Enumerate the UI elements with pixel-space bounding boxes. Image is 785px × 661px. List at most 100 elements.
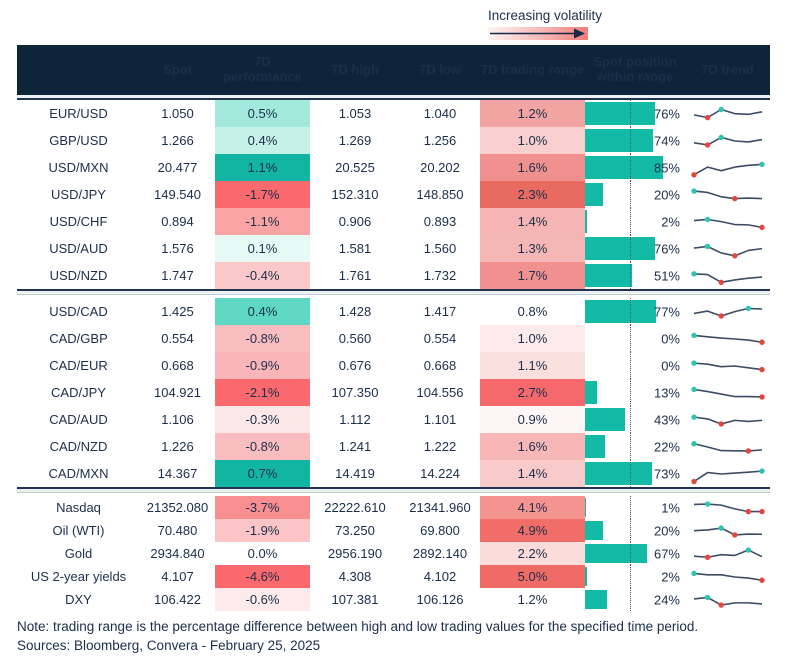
data-table: Spot 7D performance 7D high 7D low 7D tr… <box>17 45 770 611</box>
position-cell: 0% <box>585 325 685 352</box>
instrument-label: USD/AUD <box>49 241 108 256</box>
header-spot-position: Spot position within range <box>593 54 677 84</box>
performance-cell: 0.4% <box>215 127 310 154</box>
trading-range-cell: 5.0% <box>480 565 585 588</box>
position-cell: 67% <box>585 542 685 565</box>
spot-value: 0.894 <box>161 214 194 229</box>
high-value: 20.525 <box>335 160 375 175</box>
table-row: CAD/JPY 104.921 -2.1% 107.350 104.556 2.… <box>17 379 770 406</box>
instrument-label: Nasdaq <box>56 500 101 515</box>
spot-value: 1.266 <box>161 133 194 148</box>
performance-cell: -0.9% <box>215 352 310 379</box>
instrument-label: GBP/USD <box>49 133 108 148</box>
trading-range-cell: 1.4% <box>480 460 585 487</box>
position-label: 85% <box>653 160 680 175</box>
position-cell: 51% <box>585 262 685 289</box>
performance-cell: 0.5% <box>215 100 310 127</box>
performance-cell: -3.7% <box>215 496 310 519</box>
midpoint-dotted-line <box>630 542 631 565</box>
spot-value: 14.367 <box>157 466 198 481</box>
trading-range-cell: 1.4% <box>480 208 585 235</box>
midpoint-dotted-line <box>630 325 631 352</box>
performance-cell: -0.3% <box>215 406 310 433</box>
spot-value: 70.480 <box>157 523 198 538</box>
position-label: 2% <box>661 569 680 584</box>
header-7d-trend: 7D trend <box>701 61 754 77</box>
trend-sparkline <box>685 235 770 262</box>
midpoint-dotted-line <box>630 519 631 542</box>
midpoint-dotted-line <box>630 460 631 487</box>
high-value: 2956.190 <box>327 546 383 561</box>
table-row: GBP/USD 1.266 0.4% 1.269 1.256 1.0% 74% <box>17 127 770 154</box>
low-value: 148.850 <box>416 187 464 202</box>
low-value: 1.417 <box>423 304 457 319</box>
position-bar <box>585 498 586 517</box>
position-label: 20% <box>653 187 680 202</box>
midpoint-dotted-line <box>630 298 631 325</box>
table-row: CAD/AUD 1.106 -0.3% 1.112 1.101 0.9% 43% <box>17 406 770 433</box>
spot-value: 1.425 <box>161 304 194 319</box>
position-cell: 85% <box>585 154 685 181</box>
position-label: 2% <box>661 214 680 229</box>
midpoint-dotted-line <box>630 100 631 127</box>
spot-value: 4.107 <box>161 569 194 584</box>
position-bar <box>585 102 655 125</box>
position-bar <box>585 435 606 458</box>
position-label: 74% <box>653 133 680 148</box>
instrument-label: USD/JPY <box>51 187 106 202</box>
instrument-label: USD/NZD <box>49 268 108 283</box>
spot-value: 21352.080 <box>146 500 209 515</box>
high-value: 0.560 <box>338 331 372 346</box>
position-bar <box>585 381 597 404</box>
table-row: USD/CHF 0.894 -1.1% 0.906 0.893 1.4% 2% <box>17 208 770 235</box>
table-row: DXY 106.422 -0.6% 107.381 106.126 1.2% 2… <box>17 588 770 611</box>
header-7d-performance: 7D performance <box>223 54 302 84</box>
spot-value: 1.747 <box>161 268 194 283</box>
position-bar <box>585 590 608 609</box>
trend-sparkline <box>685 460 770 487</box>
position-cell: 76% <box>585 100 685 127</box>
performance-cell: 1.1% <box>215 154 310 181</box>
high-value: 1.112 <box>339 412 371 427</box>
section-divider <box>17 289 770 295</box>
trading-range-cell: 0.9% <box>480 406 585 433</box>
spot-value: 1.050 <box>161 106 194 121</box>
spot-value: 149.540 <box>154 187 201 202</box>
high-value: 1.053 <box>338 106 372 121</box>
trend-sparkline <box>685 181 770 208</box>
performance-cell: 0.0% <box>215 542 310 565</box>
trading-range-cell: 0.8% <box>480 298 585 325</box>
position-bar <box>585 521 604 540</box>
spot-value: 1.106 <box>161 412 194 427</box>
table-body: EUR/USD 1.050 0.5% 1.053 1.040 1.2% 76% … <box>17 100 770 611</box>
position-label: 67% <box>653 546 680 561</box>
instrument-label: CAD/GBP <box>49 331 108 346</box>
spot-value: 20.477 <box>157 160 198 175</box>
performance-cell: -0.8% <box>215 325 310 352</box>
volatility-gradient-bar <box>488 27 588 40</box>
table-row: Gold 2934.840 0.0% 2956.190 2892.140 2.2… <box>17 542 770 565</box>
high-value: 4.308 <box>338 569 372 584</box>
position-label: 0% <box>661 358 680 373</box>
trading-range-cell: 2.3% <box>480 181 585 208</box>
trend-sparkline <box>685 127 770 154</box>
trading-range-cell: 1.6% <box>480 154 585 181</box>
midpoint-dotted-line <box>630 406 631 433</box>
position-label: 1% <box>661 500 680 515</box>
position-label: 51% <box>653 268 680 283</box>
trading-range-cell: 1.0% <box>480 325 585 352</box>
midpoint-dotted-line <box>630 588 631 611</box>
trading-range-cell: 2.2% <box>480 542 585 565</box>
instrument-label: USD/CAD <box>49 304 108 319</box>
header-divider <box>17 95 770 100</box>
low-value: 0.668 <box>423 358 457 373</box>
header-instrument <box>17 45 140 95</box>
low-value: 14.224 <box>420 466 460 481</box>
header-7d-low: 7D low <box>419 61 461 77</box>
trend-sparkline <box>685 379 770 406</box>
position-label: 0% <box>661 331 680 346</box>
instrument-label: USD/CHF <box>49 214 108 229</box>
low-value: 1.732 <box>423 268 457 283</box>
instrument-label: EUR/USD <box>49 106 108 121</box>
trading-range-cell: 1.2% <box>480 100 585 127</box>
